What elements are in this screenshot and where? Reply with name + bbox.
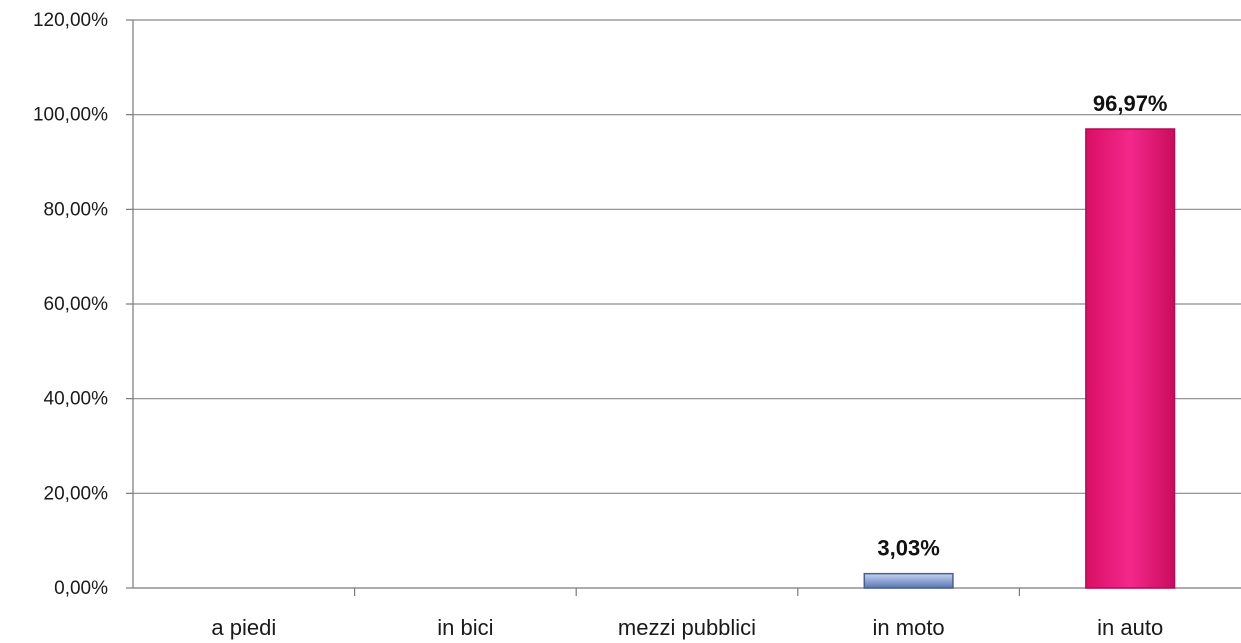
y-tick-label: 0,00% bbox=[54, 578, 108, 599]
y-tick-label: 40,00% bbox=[44, 389, 109, 410]
y-tick-label: 120,00% bbox=[33, 10, 108, 31]
axes bbox=[126, 19, 1241, 596]
bar-in-auto bbox=[1085, 128, 1176, 589]
x-category-label: in auto bbox=[1097, 615, 1163, 640]
y-tick-label: 60,00% bbox=[44, 294, 109, 315]
x-category-label: a piedi bbox=[211, 615, 276, 640]
data-label: 96,97% bbox=[1093, 91, 1168, 116]
y-tick-label: 100,00% bbox=[33, 105, 108, 126]
gridlines bbox=[133, 19, 1241, 494]
labels: 0,00% 20,00% 40,00% 60,00% 80,00% 100,00% 120,… bbox=[33, 10, 1168, 640]
x-category-label: in bici bbox=[437, 615, 493, 640]
data-label: 3,03% bbox=[877, 536, 939, 561]
bars bbox=[863, 128, 1176, 589]
y-tick-label: 80,00% bbox=[44, 199, 109, 220]
x-category-label: mezzi pubblici bbox=[618, 615, 756, 640]
x-category-label: in moto bbox=[873, 615, 945, 640]
y-tick-label: 20,00% bbox=[44, 483, 109, 504]
bar-in-moto bbox=[863, 572, 954, 589]
